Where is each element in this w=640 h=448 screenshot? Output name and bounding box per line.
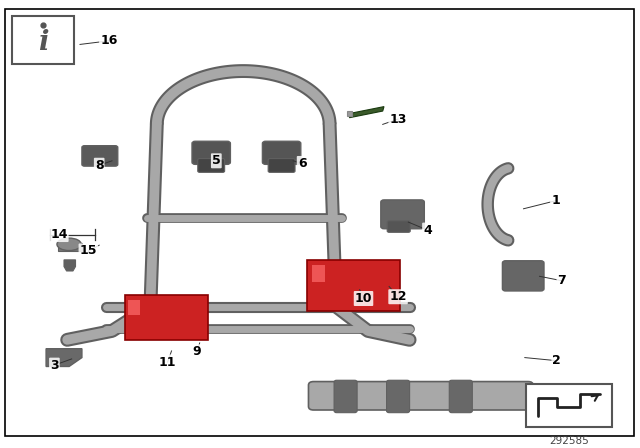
Text: 9: 9	[193, 345, 202, 358]
Bar	[312, 265, 325, 282]
Polygon shape	[46, 349, 82, 366]
FancyBboxPatch shape	[387, 221, 410, 233]
FancyBboxPatch shape	[308, 382, 533, 410]
FancyBboxPatch shape	[334, 380, 357, 413]
Bar	[128, 300, 140, 315]
Text: 2: 2	[552, 354, 561, 367]
Text: 15: 15	[79, 245, 97, 258]
FancyBboxPatch shape	[502, 261, 544, 291]
Polygon shape	[349, 107, 384, 118]
Text: 3: 3	[50, 359, 59, 372]
Bar	[526, 384, 612, 427]
Text: 7: 7	[557, 274, 566, 287]
Text: 11: 11	[159, 356, 177, 369]
Text: 8: 8	[95, 159, 104, 172]
FancyBboxPatch shape	[262, 141, 301, 164]
Bar	[347, 111, 352, 116]
FancyBboxPatch shape	[268, 159, 295, 172]
Text: 10: 10	[355, 292, 372, 305]
Text: i: i	[38, 29, 48, 56]
Text: 6: 6	[298, 157, 307, 170]
FancyBboxPatch shape	[449, 380, 472, 413]
FancyBboxPatch shape	[82, 146, 118, 166]
Text: 5: 5	[212, 154, 221, 167]
Text: 1: 1	[551, 194, 560, 207]
Bar	[58, 243, 82, 251]
Text: 292585: 292585	[549, 436, 589, 446]
Text: 14: 14	[50, 228, 68, 241]
Bar	[125, 295, 208, 340]
FancyBboxPatch shape	[198, 159, 225, 172]
Polygon shape	[64, 260, 76, 271]
FancyBboxPatch shape	[192, 141, 230, 164]
Text: 12: 12	[389, 290, 407, 303]
FancyBboxPatch shape	[387, 380, 410, 413]
Text: 4: 4	[423, 224, 432, 237]
Text: 13: 13	[389, 112, 407, 125]
Text: 16: 16	[100, 34, 118, 47]
Ellipse shape	[57, 238, 81, 250]
Bar	[12, 17, 74, 65]
Bar	[307, 260, 400, 311]
FancyBboxPatch shape	[381, 200, 424, 229]
